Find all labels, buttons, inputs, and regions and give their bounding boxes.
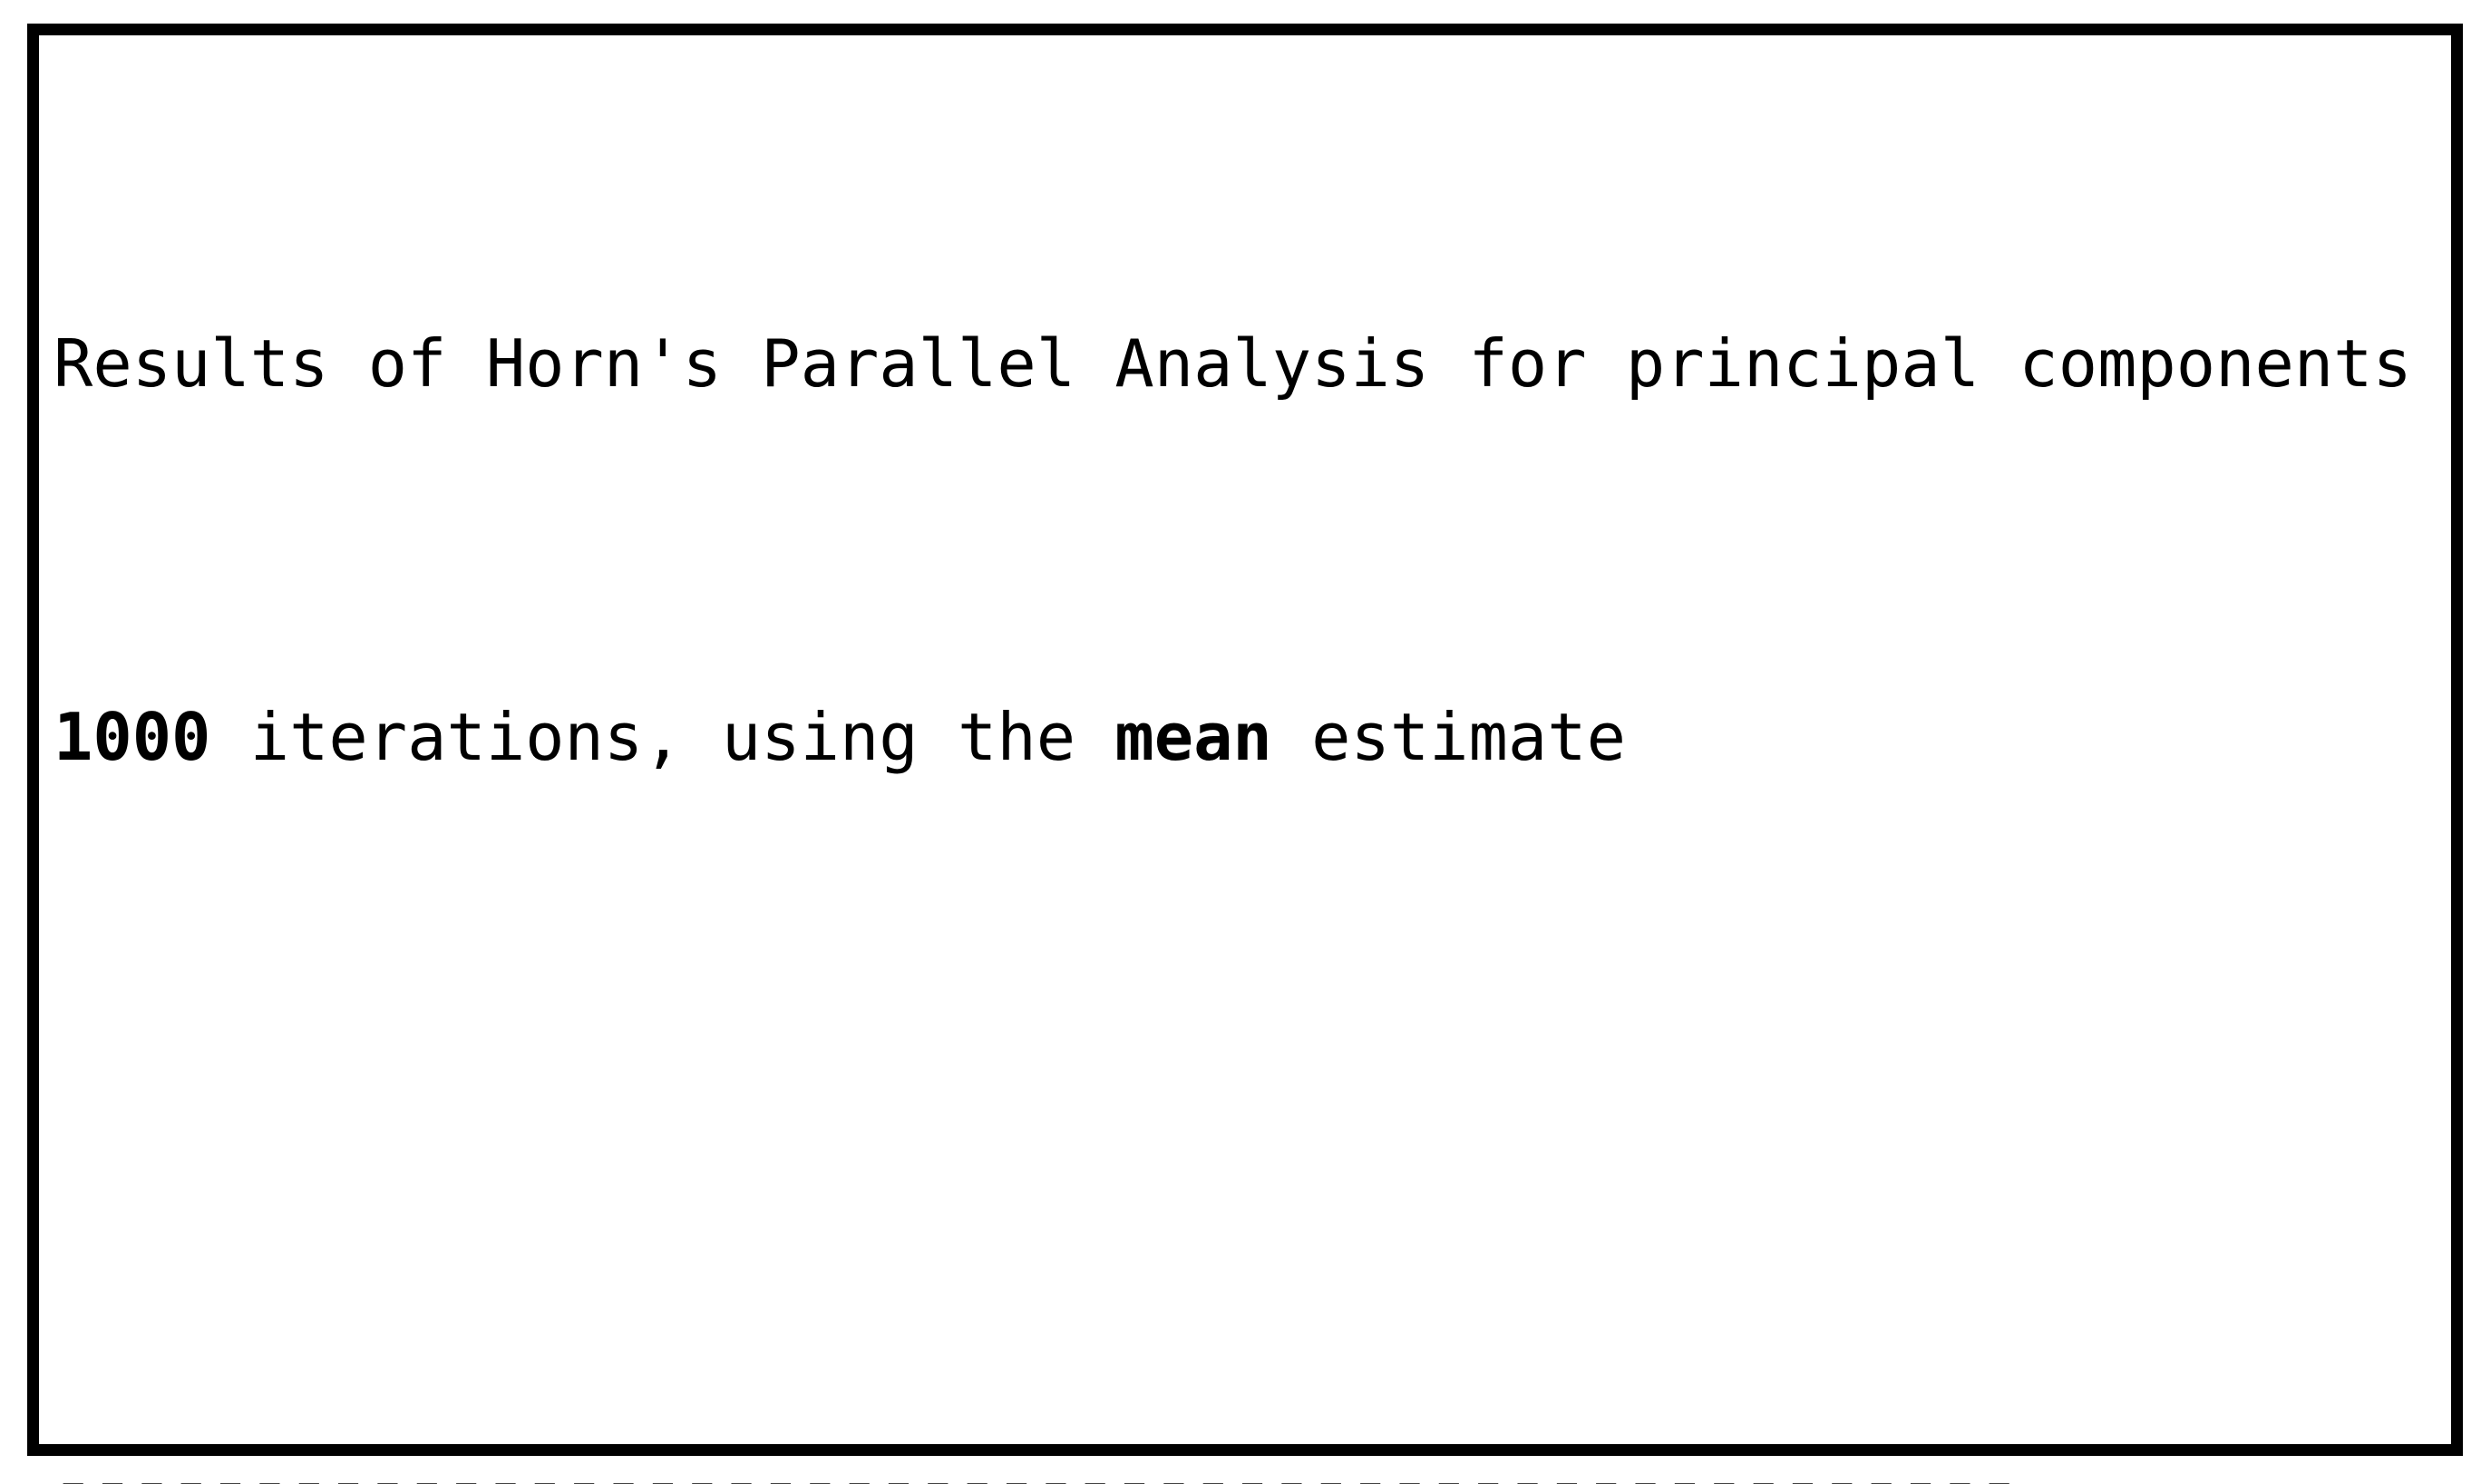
report-subtitle: 1000 iterations, using the mean estimate bbox=[54, 691, 2451, 784]
parallel-analysis-output: Results of Horn's Parallel Analysis for … bbox=[27, 24, 2463, 1484]
estimate-type: mean bbox=[1114, 699, 1272, 775]
iterations-count: 1000 bbox=[54, 699, 211, 775]
separator-top: ----------------------------------------… bbox=[54, 1446, 2019, 1484]
subtitle-mid-text: iterations, using the bbox=[210, 699, 1115, 775]
blank-line bbox=[54, 1064, 2451, 1158]
report-title: Results of Horn's Parallel Analysis for … bbox=[54, 325, 2412, 402]
subtitle-tail-text: estimate bbox=[1271, 699, 1626, 775]
